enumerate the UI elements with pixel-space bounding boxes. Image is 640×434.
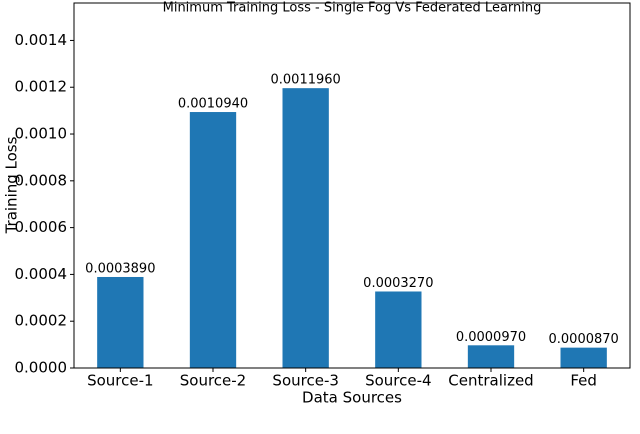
x-tick-label: Source-4 — [365, 372, 431, 390]
x-tick-label: Centralized — [448, 372, 533, 390]
value-label: 0.0011960 — [271, 73, 341, 88]
bar — [375, 291, 422, 368]
value-label: 0.0000970 — [456, 330, 526, 345]
chart-title: Minimum Training Loss - Single Fog Vs Fe… — [163, 1, 542, 16]
value-label: 0.0003890 — [85, 261, 155, 276]
y-tick-label: 0.0008 — [15, 171, 68, 189]
plot-frame — [73, 2, 631, 369]
y-tick-label: 0.0006 — [15, 218, 68, 236]
y-tick-label: 0.0000 — [15, 359, 68, 377]
bar — [189, 112, 237, 369]
bar — [282, 88, 329, 369]
value-label: 0.0010940 — [178, 97, 248, 112]
bar — [467, 345, 515, 368]
value-label: 0.0000870 — [549, 332, 619, 347]
value-label: 0.0003270 — [363, 276, 433, 291]
bar — [97, 276, 144, 368]
y-tick-label: 0.0004 — [15, 265, 68, 283]
x-tick-label: Source-2 — [180, 372, 246, 390]
y-tick-label: 0.0002 — [15, 312, 68, 330]
y-tick-label: 0.0010 — [15, 125, 68, 143]
x-tick-label: Source-3 — [272, 372, 338, 390]
bar — [560, 347, 607, 368]
x-tick-label: Fed — [570, 372, 597, 390]
y-tick-label: 0.0014 — [15, 31, 68, 49]
y-axis-label: Training Loss — [3, 136, 21, 234]
x-axis-label: Data Sources — [302, 389, 402, 407]
x-tick-label: Source-1 — [87, 372, 153, 390]
y-tick-label: 0.0012 — [15, 78, 68, 96]
